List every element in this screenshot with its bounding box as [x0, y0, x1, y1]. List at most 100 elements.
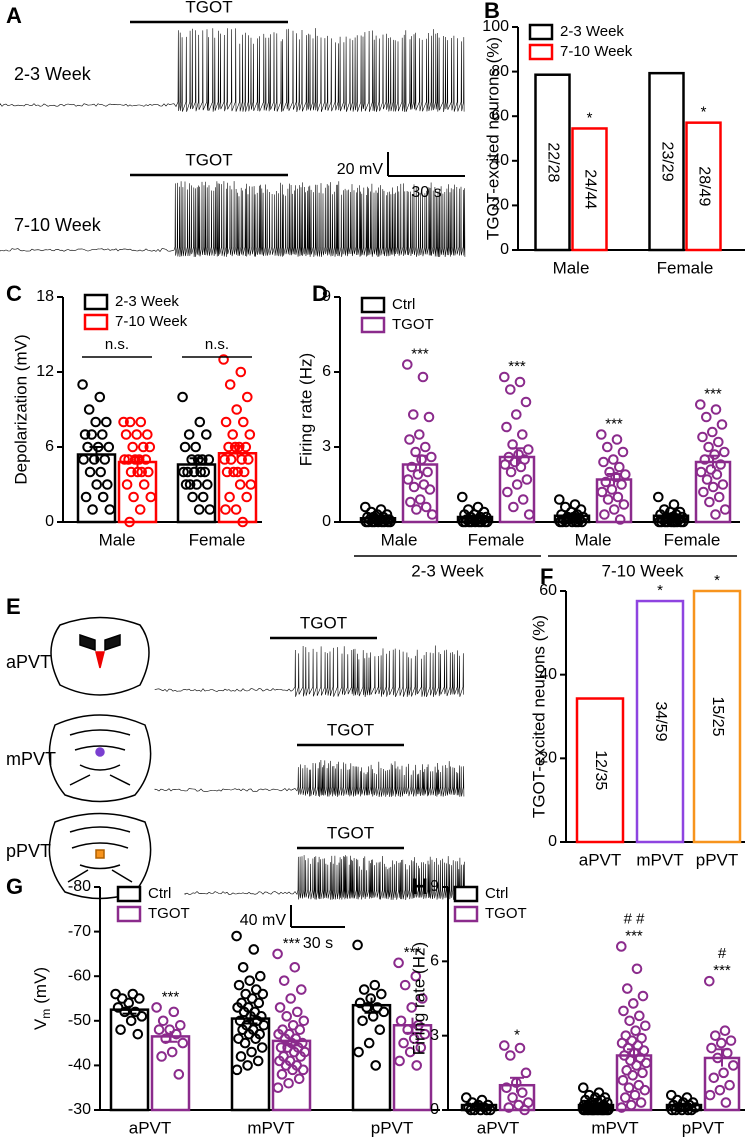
data-point	[677, 516, 689, 528]
data-point	[635, 1097, 647, 1108]
data-point	[627, 1070, 639, 1081]
data-point	[623, 1082, 635, 1093]
data-point	[402, 359, 413, 370]
data-point	[519, 1104, 530, 1116]
y-tick-label: 60	[539, 582, 557, 599]
data-point	[631, 963, 643, 975]
data-point	[175, 1019, 186, 1031]
data-point	[123, 454, 134, 465]
data-point	[599, 509, 610, 520]
scale-label: 20 mV	[337, 161, 384, 178]
data-point	[352, 939, 363, 951]
data-point	[166, 1046, 178, 1058]
data-point	[257, 988, 269, 1000]
data-point	[202, 479, 213, 490]
data-point	[460, 516, 471, 528]
scale-label: 40 mV	[240, 912, 287, 929]
data-point	[135, 416, 147, 428]
data-point	[671, 516, 683, 528]
data-point	[86, 429, 97, 440]
data-point	[160, 1033, 171, 1044]
x-tick-label: mPVT	[591, 1118, 638, 1137]
y-tick-label: 6	[45, 438, 54, 455]
legend-label: 7-10 Week	[560, 43, 633, 60]
trace	[154, 645, 464, 698]
data-point	[138, 479, 150, 490]
data-point	[408, 481, 420, 493]
data-point	[413, 1019, 424, 1031]
y-tick-label: 0	[500, 241, 509, 258]
data-point	[136, 466, 147, 478]
data-point	[157, 1015, 169, 1027]
data-point	[242, 1060, 253, 1071]
legend-swatch	[116, 885, 142, 903]
data-point	[676, 1104, 688, 1116]
data-point	[600, 476, 612, 488]
data-point	[285, 993, 297, 1004]
bar	[635, 599, 685, 844]
data-point	[618, 1005, 629, 1017]
panel-letter: A	[6, 3, 22, 28]
data-point	[378, 1006, 390, 1018]
data-point	[597, 1104, 609, 1116]
x-tick-label: Female	[657, 258, 714, 277]
data-point	[78, 454, 89, 465]
data-point	[426, 451, 437, 463]
data-point	[125, 1015, 137, 1027]
data-point	[415, 1042, 427, 1053]
significance: *	[657, 582, 663, 599]
data-point	[620, 1092, 631, 1103]
data-point	[602, 441, 613, 453]
data-point	[272, 948, 283, 960]
data-point	[637, 1067, 648, 1079]
data-point	[402, 474, 414, 485]
data-point	[670, 1104, 682, 1116]
data-point	[246, 1046, 257, 1058]
data-point	[191, 479, 202, 490]
data-point	[295, 1051, 307, 1062]
legend-label: Ctrl	[148, 885, 171, 902]
data-point	[707, 481, 719, 493]
legend-swatch	[116, 905, 142, 923]
brain-atlas	[48, 616, 152, 900]
trace	[184, 855, 465, 900]
data-point	[219, 454, 230, 465]
value-label: 22/28	[544, 142, 561, 182]
data-point	[637, 990, 649, 1002]
x-tick-label: Male	[575, 530, 612, 549]
data-point	[523, 509, 535, 520]
data-point	[186, 454, 197, 465]
data-point	[465, 1104, 477, 1116]
y-tick-label: 3	[430, 1027, 439, 1044]
y-tick-label: 12	[36, 363, 54, 380]
data-point	[499, 371, 510, 383]
data-point	[95, 466, 106, 478]
data-point	[187, 491, 198, 503]
scale-label: 30 s	[303, 935, 333, 952]
value-label: 34/59	[652, 701, 669, 741]
data-point	[719, 1025, 731, 1037]
data-point	[703, 441, 714, 453]
significance: ***	[704, 385, 722, 402]
data-point	[235, 366, 247, 378]
data-point	[616, 479, 627, 490]
data-point	[614, 461, 625, 473]
x-tick-label: pPVT	[696, 850, 739, 869]
data-point	[372, 516, 384, 528]
data-point	[634, 1010, 645, 1022]
data-point	[718, 1067, 729, 1079]
data-point	[197, 491, 209, 503]
data-point	[416, 454, 427, 465]
data-point	[101, 416, 112, 428]
data-point	[353, 1046, 364, 1058]
x-tick-label: Male	[381, 530, 418, 549]
y-tick-label: -60	[68, 967, 91, 984]
data-point	[466, 516, 477, 528]
y-tick-label: -40	[68, 1057, 91, 1074]
data-point	[136, 1011, 148, 1022]
data-point	[177, 391, 188, 403]
data-point	[378, 516, 390, 528]
significance: *	[701, 104, 707, 121]
data-point	[704, 975, 715, 987]
data-point	[720, 1097, 732, 1108]
